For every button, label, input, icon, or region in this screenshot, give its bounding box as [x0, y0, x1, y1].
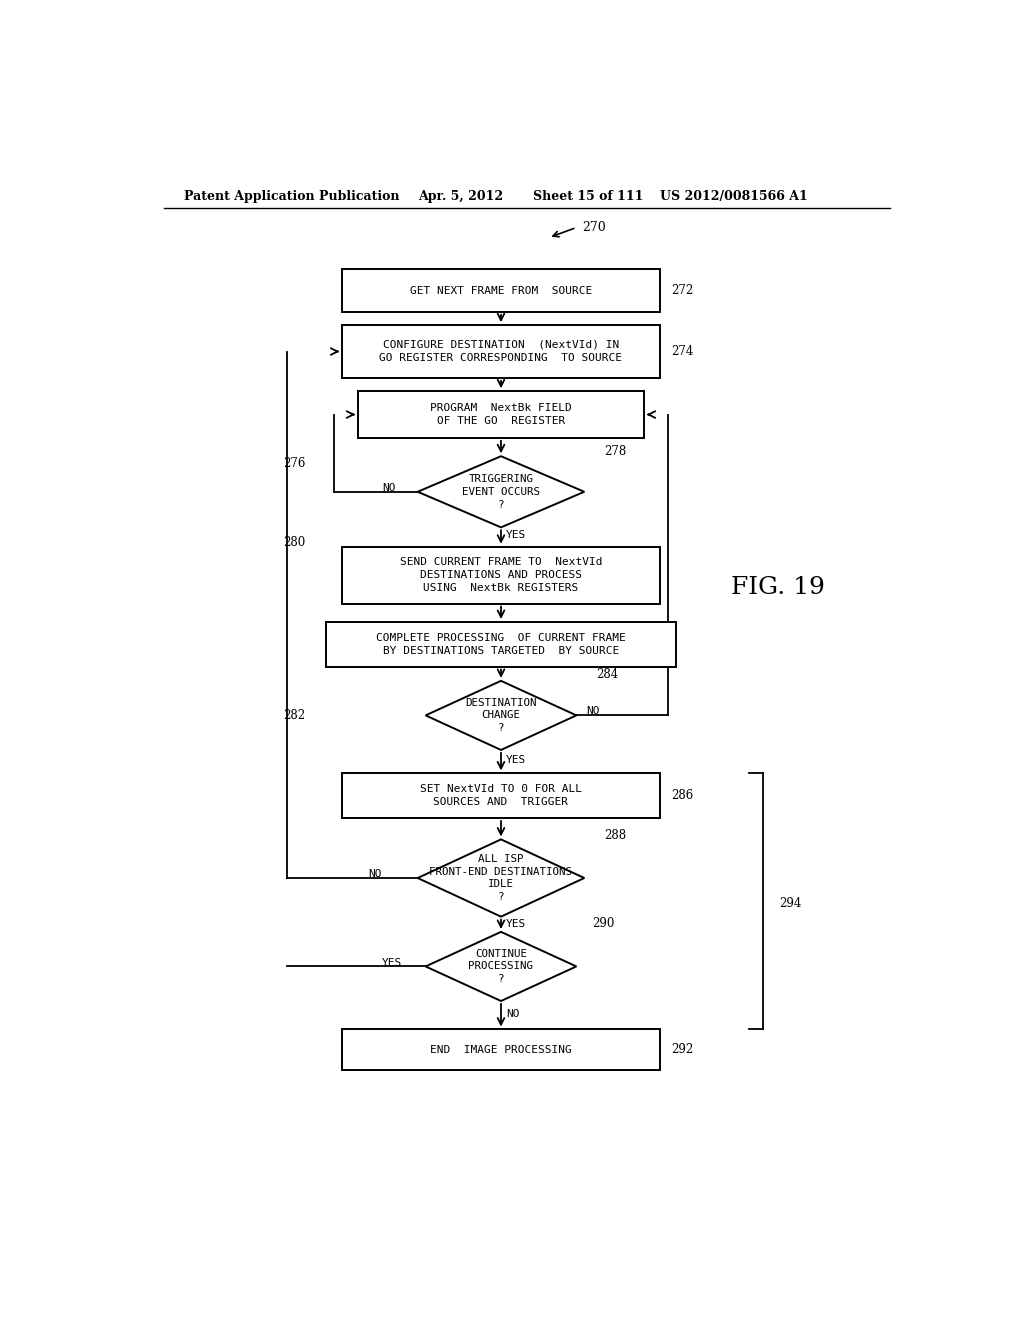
Text: 272: 272: [672, 284, 694, 297]
Text: 278: 278: [604, 445, 627, 458]
Polygon shape: [418, 457, 585, 528]
Text: SET NextVId TO 0 FOR ALL
SOURCES AND  TRIGGER: SET NextVId TO 0 FOR ALL SOURCES AND TRI…: [420, 784, 582, 808]
Polygon shape: [426, 681, 577, 750]
Text: 290: 290: [592, 917, 614, 931]
Bar: [342, 546, 659, 603]
Text: YES: YES: [506, 755, 526, 766]
Polygon shape: [418, 840, 585, 916]
Text: 270: 270: [582, 220, 605, 234]
Text: NO: NO: [587, 706, 600, 717]
Text: 292: 292: [672, 1043, 694, 1056]
Text: PROGRAM  NextBk FIELD
OF THE GO  REGISTER: PROGRAM NextBk FIELD OF THE GO REGISTER: [430, 403, 571, 426]
Bar: [327, 622, 676, 667]
Polygon shape: [426, 932, 577, 1001]
Text: ALL ISP
FRONT-END DESTINATIONS
IDLE
?: ALL ISP FRONT-END DESTINATIONS IDLE ?: [429, 854, 572, 902]
Text: Apr. 5, 2012: Apr. 5, 2012: [418, 190, 503, 202]
Text: 282: 282: [283, 709, 305, 722]
Bar: [342, 325, 659, 378]
Text: SEND CURRENT FRAME TO  NextVId
DESTINATIONS AND PROCESS
USING  NextBk REGISTERS: SEND CURRENT FRAME TO NextVId DESTINATIO…: [399, 557, 602, 593]
Text: FIG. 19: FIG. 19: [731, 576, 825, 599]
Bar: [342, 269, 659, 312]
Text: NO: NO: [506, 1010, 519, 1019]
Text: DESTINATION
CHANGE
?: DESTINATION CHANGE ?: [465, 697, 537, 733]
Text: 276: 276: [283, 457, 305, 470]
Text: US 2012/0081566 A1: US 2012/0081566 A1: [659, 190, 808, 202]
Text: CONTINUE
PROCESSING
?: CONTINUE PROCESSING ?: [469, 949, 534, 985]
Bar: [358, 391, 644, 438]
Text: Sheet 15 of 111: Sheet 15 of 111: [532, 190, 643, 202]
Text: 294: 294: [778, 896, 801, 909]
Text: 274: 274: [672, 345, 694, 358]
Text: COMPLETE PROCESSING  OF CURRENT FRAME
BY DESTINATIONS TARGETED  BY SOURCE: COMPLETE PROCESSING OF CURRENT FRAME BY …: [376, 632, 626, 656]
Bar: [342, 1030, 659, 1071]
Text: Patent Application Publication: Patent Application Publication: [183, 190, 399, 202]
Text: YES: YES: [506, 919, 526, 929]
Text: CONFIGURE DESTINATION  (NextVId) IN
GO REGISTER CORRESPONDING  TO SOURCE: CONFIGURE DESTINATION (NextVId) IN GO RE…: [380, 341, 623, 363]
Text: NO: NO: [369, 869, 382, 879]
Bar: [342, 774, 659, 818]
Text: 280: 280: [283, 536, 305, 549]
Text: 284: 284: [596, 668, 618, 681]
Text: END  IMAGE PROCESSING: END IMAGE PROCESSING: [430, 1045, 571, 1055]
Text: NO: NO: [382, 483, 395, 492]
Text: GET NEXT FRAME FROM  SOURCE: GET NEXT FRAME FROM SOURCE: [410, 285, 592, 296]
Text: 288: 288: [604, 829, 627, 842]
Text: YES: YES: [382, 958, 402, 969]
Text: 286: 286: [672, 789, 694, 803]
Text: TRIGGERING
EVENT OCCURS
?: TRIGGERING EVENT OCCURS ?: [462, 474, 540, 510]
Text: YES: YES: [506, 531, 526, 540]
